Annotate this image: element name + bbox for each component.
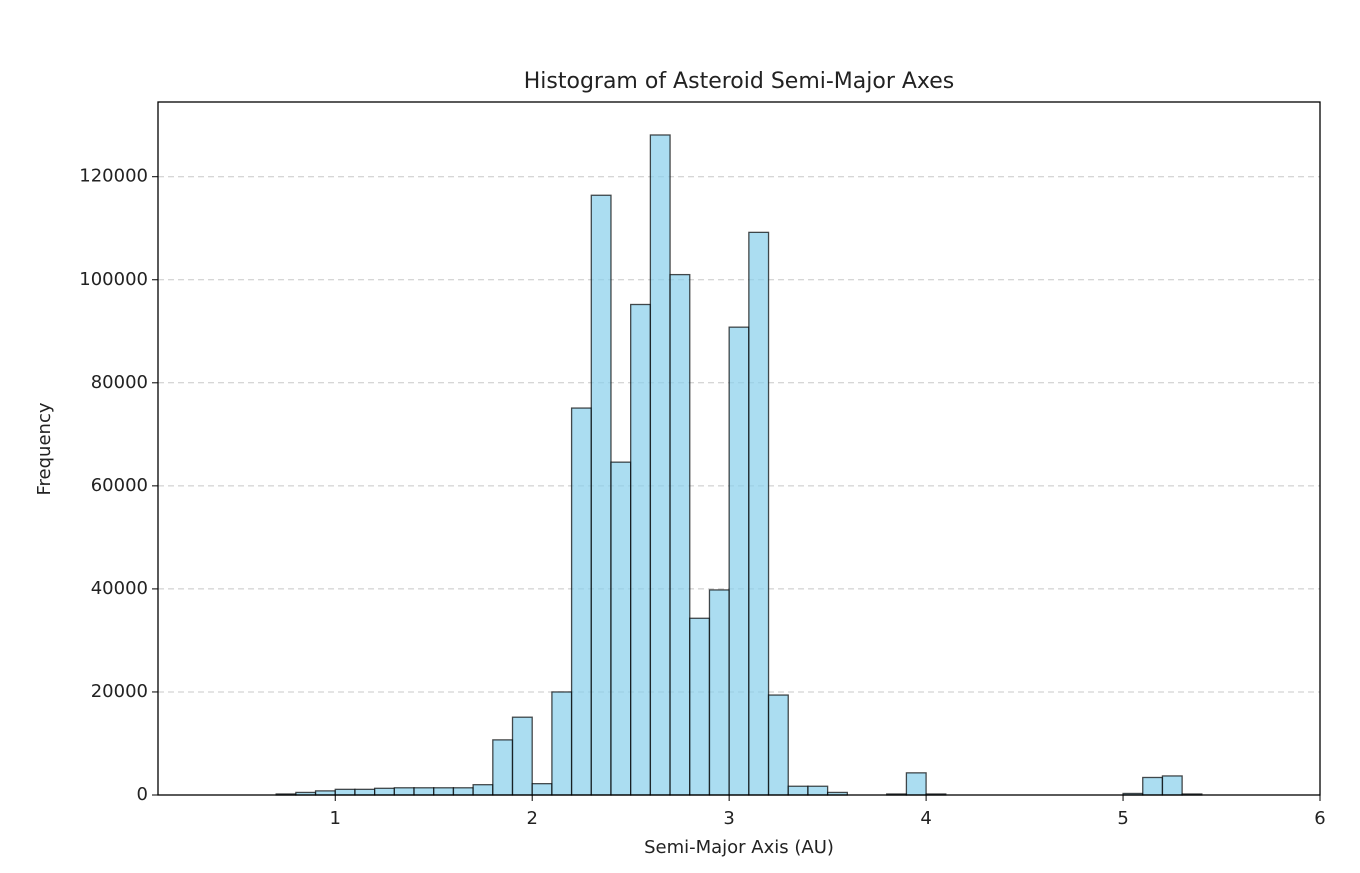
- bar: [807, 785, 829, 796]
- bar: [452, 787, 474, 796]
- bar: [570, 407, 592, 796]
- bar: [492, 739, 514, 796]
- y-tick-label: 40000: [91, 578, 148, 599]
- x-axis-label: Semi-Major Axis (AU): [644, 837, 834, 858]
- y-tick-label: 20000: [91, 681, 148, 702]
- bar: [511, 716, 533, 796]
- bar: [354, 788, 376, 796]
- bar: [551, 691, 573, 796]
- bar: [413, 787, 435, 796]
- bar: [767, 694, 789, 796]
- x-tick-label: 4: [920, 808, 931, 829]
- x-tick-label: 3: [723, 808, 734, 829]
- bar: [748, 231, 770, 796]
- bar: [905, 772, 927, 796]
- bar: [669, 273, 691, 796]
- bar: [334, 788, 356, 796]
- bar: [531, 783, 553, 796]
- x-tick-label: 2: [526, 808, 537, 829]
- plot-frame: [157, 101, 1321, 796]
- y-tick-label: 60000: [91, 475, 148, 496]
- y-tick-label: 80000: [91, 372, 148, 393]
- y-tick-label: 0: [137, 784, 148, 805]
- bar: [373, 787, 395, 796]
- bar: [728, 326, 750, 796]
- bar: [1142, 776, 1164, 796]
- bar: [433, 787, 455, 796]
- x-tick-label: 1: [330, 808, 341, 829]
- bar: [610, 461, 632, 796]
- bar: [689, 617, 711, 796]
- y-tick-label: 100000: [79, 269, 148, 290]
- bar: [630, 303, 652, 796]
- bar: [393, 787, 415, 796]
- bar: [649, 134, 671, 796]
- bar: [472, 784, 494, 796]
- bar: [590, 194, 612, 796]
- bar: [1161, 775, 1183, 796]
- y-axis-label: Frequency: [34, 402, 55, 495]
- bar: [708, 589, 730, 796]
- x-tick-label: 5: [1117, 808, 1128, 829]
- bar: [787, 785, 809, 796]
- x-tick-label: 6: [1314, 808, 1325, 829]
- y-tick-label: 120000: [79, 166, 148, 187]
- chart-title: Histogram of Asteroid Semi-Major Axes: [524, 69, 955, 94]
